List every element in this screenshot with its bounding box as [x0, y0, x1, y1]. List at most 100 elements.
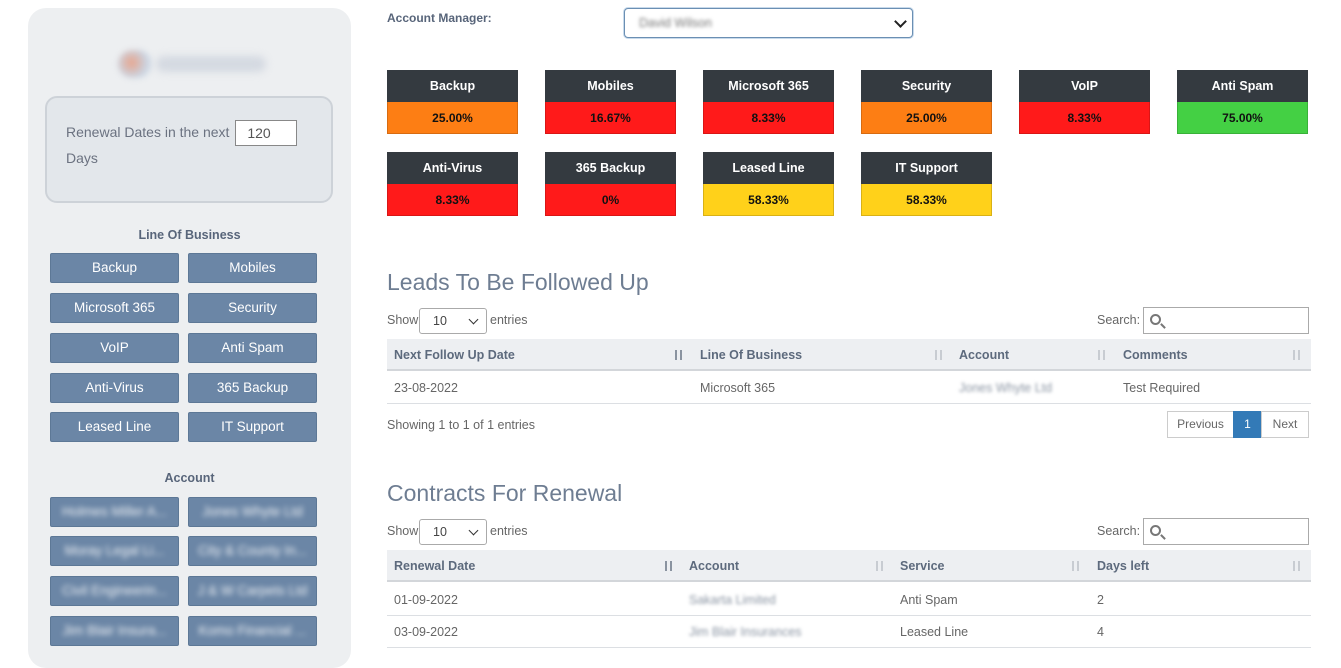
tile-title: IT Support — [861, 152, 992, 184]
account-button[interactable]: Komo Financial ... — [188, 616, 317, 646]
lob-button-leased-line[interactable]: Leased Line — [50, 412, 179, 442]
lob-button-anti-spam[interactable]: Anti Spam — [188, 333, 317, 363]
account-button[interactable]: Civil Engineerin... — [50, 576, 179, 606]
leads-entries-label: entries — [490, 313, 528, 327]
pagination-next-button[interactable]: Next — [1261, 411, 1309, 438]
cell-service: Anti Spam — [900, 593, 958, 607]
leads-length-select[interactable]: 10 — [419, 308, 487, 334]
company-logo — [118, 42, 278, 82]
column-header-line-of-business[interactable]: Line Of Business — [700, 348, 803, 362]
account-manager-select[interactable]: David Wilson — [624, 8, 913, 38]
lob-tile-leased-line: Leased Line 58.33% — [703, 152, 834, 216]
account-button[interactable]: Moray Legal Li... — [50, 536, 179, 566]
account-button[interactable]: City & County In... — [188, 536, 317, 566]
tile-title: Security — [861, 70, 992, 102]
contracts-table-header: Renewal Date Account Service Days left — [387, 550, 1311, 582]
lob-button-anti-virus[interactable]: Anti-Virus — [50, 373, 179, 403]
lob-button-voip[interactable]: VoIP — [50, 333, 179, 363]
column-header-account[interactable]: Account — [689, 559, 739, 573]
column-header-next-follow-up-date[interactable]: Next Follow Up Date — [394, 348, 515, 362]
column-header-account[interactable]: Account — [959, 348, 1009, 362]
cell-days-left: 2 — [1097, 593, 1104, 607]
table-row: 03-09-2022 Jim Blair Insurances Leased L… — [387, 616, 1311, 648]
tile-title: 365 Backup — [545, 152, 676, 184]
lob-tile-voip: VoIP 8.33% — [1019, 70, 1150, 134]
contracts-show-label: Show — [387, 524, 419, 538]
account-button[interactable]: J & W Carpets Ltd — [188, 576, 317, 606]
tile-value: 75.00% — [1177, 102, 1308, 134]
lob-tile-mobiles: Mobiles 16.67% — [545, 70, 676, 134]
renewal-days-input[interactable]: 120 — [235, 120, 298, 147]
lob-button-365-backup[interactable]: 365 Backup — [188, 373, 317, 403]
sort-icon[interactable] — [874, 559, 886, 573]
tile-title: Anti Spam — [1177, 70, 1308, 102]
renewal-label-prefix: Renewal Dates in the next — [66, 124, 230, 140]
contracts-length-select[interactable]: 10 — [419, 519, 487, 545]
pagination-previous-button[interactable]: Previous — [1167, 411, 1234, 438]
account-button-label: Moray Legal Li... — [64, 543, 165, 558]
lob-tile-anti-virus: Anti-Virus 8.33% — [387, 152, 518, 216]
lob-button-backup[interactable]: Backup — [50, 253, 179, 283]
sort-icon[interactable] — [933, 348, 945, 362]
lob-button-mobiles[interactable]: Mobiles — [188, 253, 317, 283]
leads-search-label: Search: — [1097, 313, 1141, 327]
tile-value: 8.33% — [703, 102, 834, 134]
leads-length-value: 10 — [433, 314, 447, 328]
cell-account: Jim Blair Insurances — [689, 625, 802, 639]
cell-days-left: 4 — [1097, 625, 1104, 639]
account-button[interactable]: Jim Blair Insura... — [50, 616, 179, 646]
sidebar: Renewal Dates in the next 120 Days Line … — [28, 8, 351, 668]
account-button-label: J & W Carpets Ltd — [197, 583, 308, 598]
cell-follow-up-date: 23-08-2022 — [394, 381, 458, 395]
cell-comments: Test Required — [1123, 381, 1201, 395]
account-button-label: Komo Financial ... — [198, 623, 307, 638]
cell-service: Leased Line — [900, 625, 969, 639]
account-button-label: Jim Blair Insura... — [62, 623, 167, 638]
tile-value: 8.33% — [1019, 102, 1150, 134]
column-header-comments[interactable]: Comments — [1123, 348, 1188, 362]
tile-value: 58.33% — [703, 184, 834, 216]
lob-tile-microsoft-365: Microsoft 365 8.33% — [703, 70, 834, 134]
pagination-page-button[interactable]: 1 — [1233, 411, 1262, 438]
column-header-renewal-date[interactable]: Renewal Date — [394, 559, 476, 573]
account-button-label: City & County In... — [198, 543, 307, 558]
sort-icon[interactable] — [1291, 348, 1303, 362]
contracts-search-input[interactable] — [1143, 518, 1309, 545]
line-of-business-title: Line Of Business — [138, 228, 241, 242]
account-manager-value: David Wilson — [639, 16, 712, 30]
lob-button-security[interactable]: Security — [188, 293, 317, 323]
leads-show-label: Show — [387, 313, 419, 327]
lob-button-it-support[interactable]: IT Support — [188, 412, 317, 442]
tile-value: 25.00% — [861, 102, 992, 134]
cell-renewal-date: 03-09-2022 — [394, 625, 458, 639]
column-header-days-left[interactable]: Days left — [1097, 559, 1150, 573]
account-button[interactable]: Holmes Miller A... — [50, 497, 179, 527]
lob-tile-anti-spam: Anti Spam 75.00% — [1177, 70, 1308, 134]
tile-value: 16.67% — [545, 102, 676, 134]
chevron-down-icon — [468, 314, 479, 325]
sort-ascending-icon[interactable] — [673, 348, 685, 362]
sort-ascending-icon[interactable] — [663, 559, 675, 573]
search-icon — [1150, 525, 1161, 536]
lob-tile-it-support: IT Support 58.33% — [861, 152, 992, 216]
contracts-length-value: 10 — [433, 525, 447, 539]
lob-tile-security: Security 25.00% — [861, 70, 992, 134]
sort-icon[interactable] — [1291, 559, 1303, 573]
search-icon — [1150, 314, 1161, 325]
column-header-service[interactable]: Service — [900, 559, 945, 573]
account-manager-label: Account Manager: — [387, 11, 492, 25]
lob-button-microsoft-365[interactable]: Microsoft 365 — [50, 293, 179, 323]
account-button[interactable]: Jones Whyte Ltd — [188, 497, 317, 527]
renewal-label-suffix: Days — [66, 150, 98, 167]
sort-icon[interactable] — [1070, 559, 1082, 573]
leads-table-info: Showing 1 to 1 of 1 entries — [387, 418, 536, 432]
tile-title: Mobiles — [545, 70, 676, 102]
leads-search-input[interactable] — [1143, 307, 1309, 334]
tile-title: Microsoft 365 — [703, 70, 834, 102]
chevron-down-icon — [894, 15, 907, 28]
tile-value: 58.33% — [861, 184, 992, 216]
sort-icon[interactable] — [1096, 348, 1108, 362]
account-title: Account — [164, 471, 215, 485]
lob-tile-365-backup: 365 Backup 0% — [545, 152, 676, 216]
account-button-label: Holmes Miller A... — [61, 504, 168, 519]
